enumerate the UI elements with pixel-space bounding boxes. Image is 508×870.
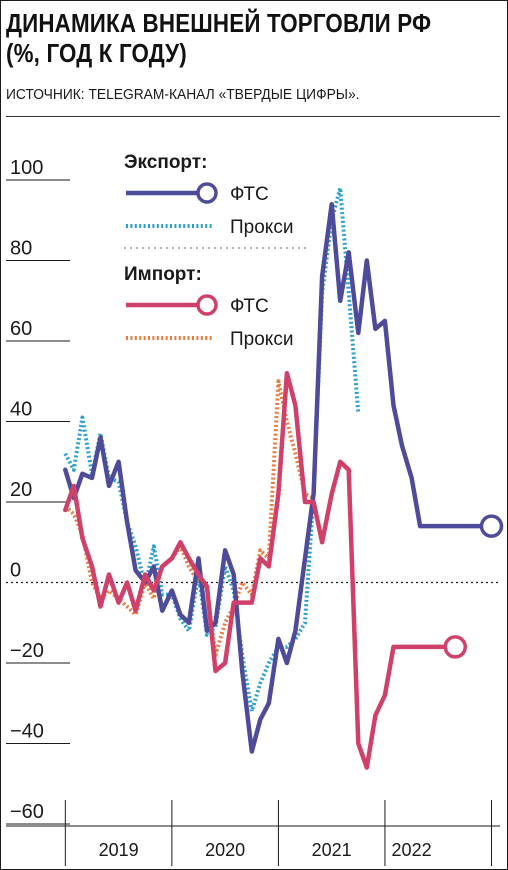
legend-import-header: Импорт: xyxy=(124,264,202,285)
series-end-marker-export xyxy=(479,514,504,538)
legend-import-proxy-label: Прокси xyxy=(230,329,293,350)
y-tick-label: −60 xyxy=(10,801,44,823)
y-tick-label: −20 xyxy=(10,640,44,662)
y-grid-ticks: 100 80 60 40 20 0 −20 −40 −60 xyxy=(6,157,70,825)
legend-import-fts-label: ФТС xyxy=(230,296,269,317)
legend: Экспорт: ФТС Прокси Импорт: ФТС Прокси xyxy=(124,152,306,350)
series-line-export-fts xyxy=(63,201,494,754)
y-tick-label: −40 xyxy=(10,721,44,743)
title-line-2: (%, ГОД К ГОДУ) xyxy=(6,38,187,68)
x-tick-label: 2020 xyxy=(205,840,245,860)
title-line-1: ДИНАМИКА ВНЕШНЕЙ ТОРГОВЛИ РФ xyxy=(6,8,432,38)
x-tick-label: 2021 xyxy=(312,840,352,860)
y-tick-label: 0 xyxy=(10,560,21,582)
y-tick-label: 80 xyxy=(10,238,32,260)
x-tick-label: 2019 xyxy=(99,840,139,860)
legend-export-header: Экспорт: xyxy=(124,152,207,173)
x-tick-label: 2022 xyxy=(392,840,432,860)
chart-title: ДИНАМИКА ВНЕШНЕЙ ТОРГОВЛИ РФ (%, ГОД К Г… xyxy=(6,8,431,68)
y-tick-label: 20 xyxy=(10,479,32,501)
source-note: ИСТОЧНИК: TELEGRAM-КАНАЛ «ТВЕРДЫЕ ЦИФРЫ»… xyxy=(6,86,360,103)
title-divider xyxy=(6,116,500,117)
y-tick-label: 40 xyxy=(10,399,32,421)
series-line-import-proxy xyxy=(63,379,315,657)
legend-export-fts-marker xyxy=(196,182,218,204)
series-layer xyxy=(63,186,504,770)
series-end-marker-import xyxy=(443,635,468,659)
y-tick-label: 100 xyxy=(10,157,43,179)
x-axis: 2019 2020 2021 2022 xyxy=(6,800,500,866)
legend-import-fts-marker xyxy=(196,294,218,316)
legend-export-fts-label: ФТС xyxy=(230,184,269,205)
legend-export-proxy-label: Прокси xyxy=(230,217,293,238)
series-line-import-fts xyxy=(63,370,458,770)
y-tick-label: 60 xyxy=(10,318,32,340)
